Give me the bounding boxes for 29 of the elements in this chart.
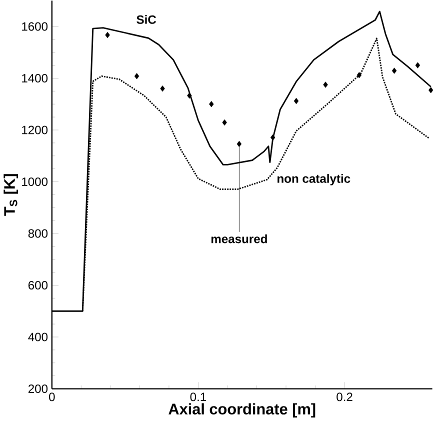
x-tick-label: 0.1 [190,392,206,402]
y-tick-label: 800 [28,229,48,238]
y-tick-label: 1200 [22,126,48,134]
y-tick-label: 1000 [22,177,48,186]
point [323,82,328,88]
point [105,32,110,38]
point [392,68,397,74]
y-axis-title: T$_{S}$ [K] [4,174,18,216]
y-tick-label: 1600 [22,22,48,31]
point [209,100,214,108]
y-tick-label: 200 [28,384,48,393]
x-axis-title: Axial coordinate [m] [168,403,316,418]
point [270,134,276,140]
series-label: non catalytic [278,174,350,186]
point [187,92,192,99]
y-tick-label: 1400 [22,74,48,82]
point [134,72,140,80]
point [222,119,227,126]
text: measured [211,234,267,244]
x-tick-label: 0.2 [336,392,352,402]
point [356,72,362,78]
point [294,98,299,104]
series-label: SiC [136,14,156,24]
y-tick-label: 400 [28,332,48,342]
point [236,140,242,147]
point [415,62,420,68]
y-tick-label: 600 [28,280,48,290]
x-tick-label: 0 [49,392,55,402]
point [160,85,165,92]
